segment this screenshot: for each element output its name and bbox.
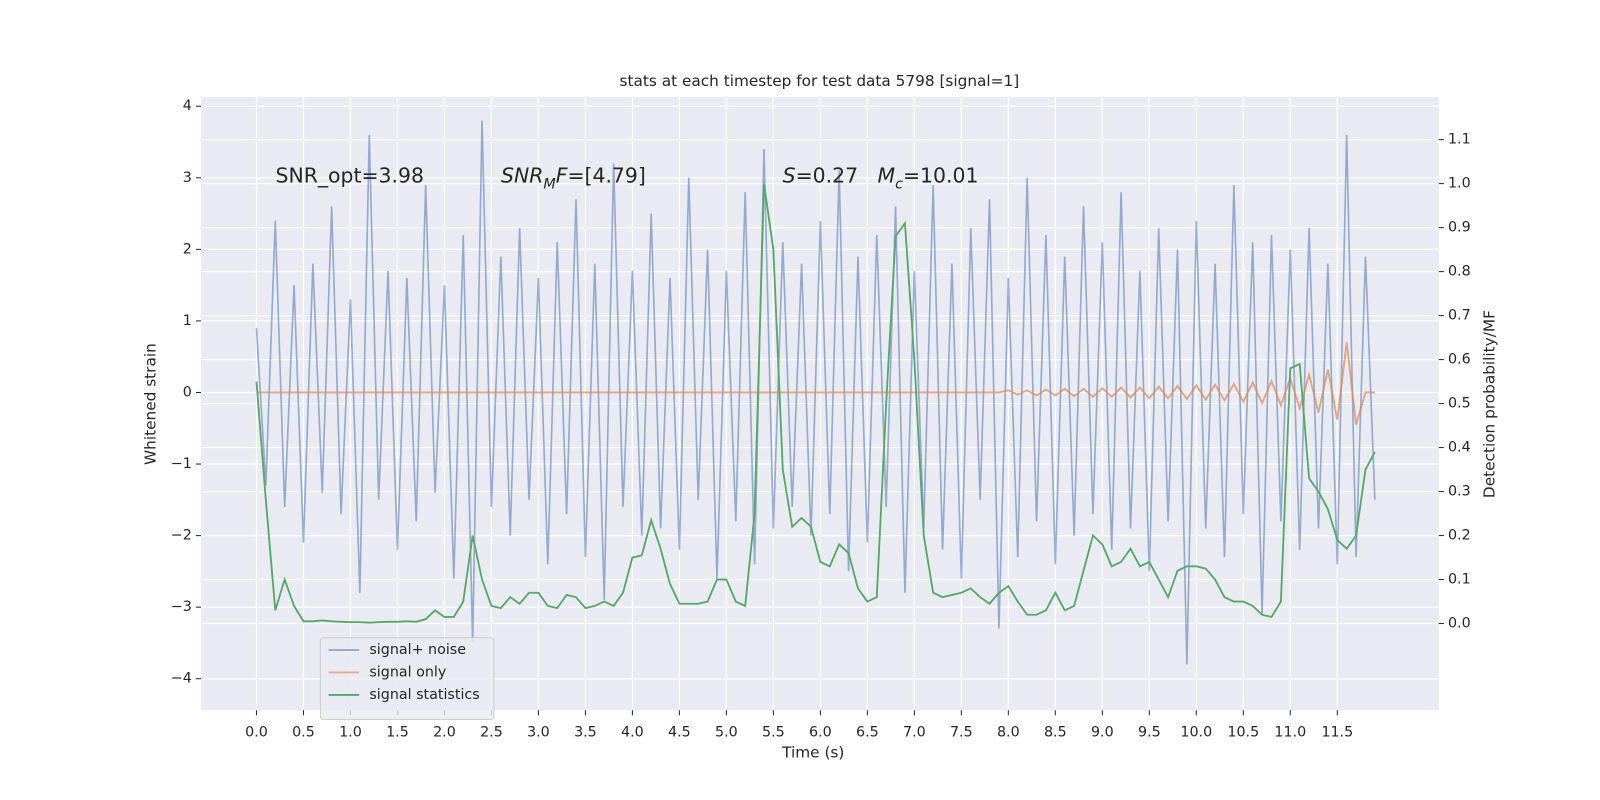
x-tick-label: 10.0: [1180, 725, 1212, 741]
y-tick-label: −4: [171, 671, 192, 687]
x-tick-label: 11.0: [1274, 725, 1306, 741]
x-tick-label: 4.0: [621, 725, 644, 741]
y-tick-label: 1: [183, 313, 192, 329]
x-tick-label: 10.5: [1227, 725, 1259, 741]
annotation: SNRMF=[4.79]: [501, 164, 646, 193]
annotation-part: S: [783, 164, 796, 188]
x-tick-label: 6.0: [809, 725, 832, 741]
annotation-part: M: [543, 177, 555, 193]
y2-tick-label: 0.6: [1448, 352, 1471, 368]
x-tick-label: 7.5: [950, 725, 973, 741]
y2-tick-label: 0.0: [1448, 616, 1471, 632]
y-tick-label: 2: [183, 241, 192, 257]
x-tick-label: 5.0: [715, 725, 738, 741]
x-tick-label: 7.0: [903, 725, 926, 741]
x-tick-label: 2.5: [480, 725, 503, 741]
y-tick-label: 0: [183, 384, 192, 400]
annotation-part: =0.27: [796, 164, 878, 188]
x-tick-label: 11.5: [1321, 725, 1353, 741]
series-line: [256, 342, 1375, 425]
y-tick-label: 3: [183, 170, 192, 186]
y2-tick-label: 0.3: [1448, 484, 1471, 500]
x-tick-label: 3.5: [574, 725, 597, 741]
x-tick-label: 2.0: [433, 725, 456, 741]
x-tick-label: 1.0: [339, 725, 362, 741]
annotation-part: c: [895, 177, 903, 193]
x-tick-label: 1.5: [386, 725, 409, 741]
y2-tick-label: 0.7: [1448, 308, 1471, 324]
x-tick-label: 0.0: [245, 725, 268, 741]
legend-label: signal+ noise: [369, 642, 466, 658]
annotation-part: =10.01: [903, 164, 978, 188]
x-tick-label: 5.5: [762, 725, 785, 741]
x-tick-label: 8.0: [997, 725, 1020, 741]
annotation-part: M: [878, 164, 896, 188]
legend-label: signal only: [369, 664, 446, 680]
y-tick-label: 4: [183, 98, 192, 114]
y2-tick-label: 0.2: [1448, 528, 1471, 544]
annotation: SNR_opt=3.98: [276, 164, 424, 189]
series-line: [255, 120, 1376, 665]
y2-tick-label: 0.8: [1448, 264, 1471, 280]
legend-label: signal statistics: [369, 687, 479, 703]
x-tick-label: 6.5: [856, 725, 879, 741]
annotation: S=0.27 Mc=10.01: [783, 164, 979, 193]
y2-axis-label: Detection probability/MF: [1480, 310, 1498, 498]
y-axis-label: Whitened strain: [142, 343, 160, 465]
annotation-part: SNR: [501, 164, 543, 188]
y2-tick-label: 0.9: [1448, 220, 1471, 236]
x-tick-label: 3.0: [527, 725, 550, 741]
x-tick-label: 9.0: [1091, 725, 1114, 741]
legend-box: [319, 637, 495, 720]
x-tick-label: 4.5: [668, 725, 691, 741]
y2-tick-label: 0.1: [1448, 572, 1471, 588]
x-tick-label: 0.5: [292, 725, 315, 741]
y2-tick-label: 0.5: [1448, 396, 1471, 412]
annotation-part: F: [556, 164, 568, 188]
y-tick-label: −1: [171, 456, 192, 472]
chart-title: stats at each timestep for test data 579…: [620, 72, 1020, 90]
y-tick-label: −2: [171, 528, 192, 544]
series-line: [255, 183, 1376, 624]
y2-tick-label: 1.1: [1448, 132, 1471, 148]
x-tick-label: 8.5: [1044, 725, 1067, 741]
y-tick-label: −3: [171, 599, 192, 615]
x-tick-label: 9.5: [1138, 725, 1161, 741]
annotation-part: SNR_opt=3.98: [276, 164, 424, 189]
y2-tick-label: 1.0: [1448, 176, 1471, 192]
annotation-part: =[4.79]: [567, 164, 645, 188]
y2-tick-label: 0.4: [1448, 440, 1471, 456]
legend: signal+ noise signal only signal statistic…: [319, 637, 495, 720]
x-axis-label: Time (s): [781, 744, 844, 762]
